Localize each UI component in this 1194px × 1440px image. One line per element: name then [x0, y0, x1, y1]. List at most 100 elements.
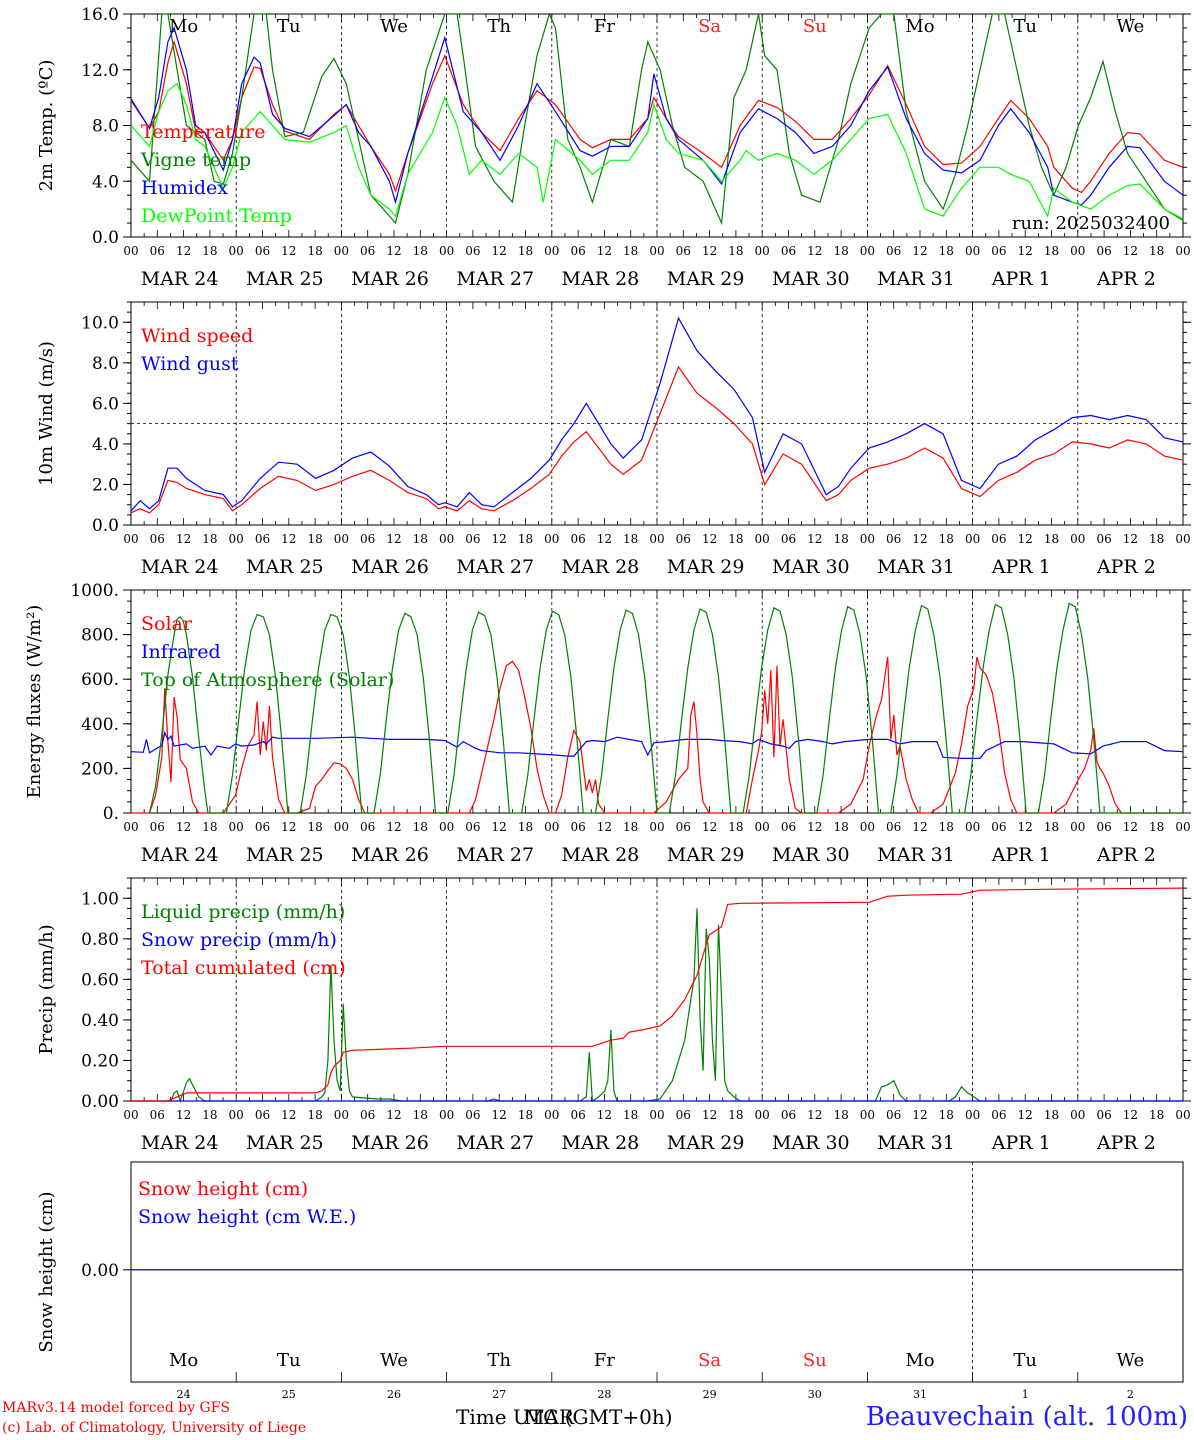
hour-tick-label: 06 [150, 532, 165, 546]
plot-frame [130, 301, 1184, 526]
hour-tick-label: 12 [1018, 532, 1033, 546]
hour-tick-label: 12 [281, 1108, 296, 1122]
day-name-label: We [380, 16, 408, 37]
day-number-label: 28 [597, 1388, 611, 1401]
model-credit: MARv3.14 model forced by GFS [2, 1400, 231, 1416]
hour-tick-label: 18 [833, 1108, 848, 1122]
hour-tick-label: 12 [492, 532, 507, 546]
date-label: MAR 31 [877, 844, 955, 866]
hour-tick-label: 00 [649, 1108, 664, 1122]
hour-tick-label: 18 [518, 820, 533, 834]
series-line-humidex [130, 26, 1184, 206]
date-label: MAR 29 [667, 1132, 745, 1154]
y-axis-label: Snow height (cm) [36, 1191, 57, 1352]
hour-tick-label: 12 [1018, 244, 1033, 258]
series-line-top-of-atmosphere-solar- [148, 602, 1183, 814]
day-number-label: 24 [177, 1388, 191, 1401]
date-label: MAR 28 [562, 268, 640, 290]
hour-tick-label: 18 [307, 820, 322, 834]
hour-tick-label: 00 [334, 1108, 349, 1122]
hour-tick-label: 18 [413, 532, 428, 546]
y-tick-label: 800. [81, 626, 119, 646]
date-label: MAR 27 [456, 844, 534, 866]
legend-entry: Top of Atmosphere (Solar) [141, 669, 394, 691]
y-axis-label: 2m Temp. (ºC) [36, 60, 57, 192]
legend-entry: DewPoint Temp [141, 205, 292, 227]
date-label: APR 1 [991, 268, 1051, 290]
hour-tick-label: 12 [1018, 1108, 1033, 1122]
hour-tick-label: 18 [202, 1108, 217, 1122]
hour-tick-label: 00 [755, 532, 770, 546]
y-tick-label: 16.0 [81, 5, 119, 25]
date-label: APR 2 [1096, 556, 1156, 578]
hour-tick-label: 06 [886, 1108, 901, 1122]
hour-tick-label: 12 [176, 1108, 191, 1122]
hour-tick-label: 06 [676, 1108, 691, 1122]
time-axis-label: Time UTC (GMT+0h) [456, 1405, 673, 1429]
hour-tick-label: 06 [150, 1108, 165, 1122]
series-line-wind-speed [130, 365, 1184, 514]
hour-tick-label: 06 [991, 1108, 1006, 1122]
hour-tick-label: 18 [518, 1108, 533, 1122]
y-axis-label: Energy fluxes (W/m²) [24, 605, 45, 799]
hour-tick-label: 00 [1070, 1108, 1085, 1122]
hour-tick-label: 18 [833, 244, 848, 258]
hour-tick-label: 00 [1070, 820, 1085, 834]
date-label: MAR 30 [772, 1132, 850, 1154]
y-tick-label: 0. [103, 804, 119, 824]
hour-tick-label: 12 [386, 820, 401, 834]
hour-tick-label: 12 [386, 532, 401, 546]
hour-tick-label: 00 [755, 1108, 770, 1122]
y-tick-label: 600. [81, 670, 119, 690]
hour-tick-label: 12 [1123, 820, 1138, 834]
hour-tick-label: 12 [386, 244, 401, 258]
hour-tick-label: 00 [860, 1108, 875, 1122]
hour-tick-label: 00 [439, 820, 454, 834]
time-axis-month-overlay: MAR [524, 1405, 574, 1429]
day-number-label: 27 [492, 1388, 506, 1401]
y-tick-label: 0.40 [81, 1011, 119, 1031]
legend-entry: Infrared [141, 641, 221, 663]
legend-entry: Total cumulated (cm) [141, 957, 346, 979]
date-label: MAR 31 [877, 1132, 955, 1154]
hour-tick-label: 00 [860, 244, 875, 258]
day-name-label: Tu [1013, 1350, 1037, 1371]
hour-tick-label: 00 [755, 244, 770, 258]
hour-tick-label: 12 [912, 244, 927, 258]
hour-tick-label: 12 [597, 532, 612, 546]
hour-tick-label: 00 [965, 1108, 980, 1122]
hour-tick-label: 06 [570, 820, 585, 834]
hour-tick-label: 06 [676, 820, 691, 834]
day-name-label: Mo [169, 1350, 198, 1371]
date-label: MAR 26 [351, 1132, 429, 1154]
hour-tick-label: 06 [991, 532, 1006, 546]
hour-tick-label: 00 [544, 1108, 559, 1122]
hour-tick-label: 12 [807, 244, 822, 258]
date-label: MAR 25 [246, 844, 324, 866]
day-name-label: Su [803, 16, 827, 37]
series-line-dewpoint-temp [130, 82, 1184, 220]
hour-tick-label: 12 [492, 1108, 507, 1122]
hour-tick-label: 18 [1149, 244, 1164, 258]
hour-tick-label: 12 [912, 532, 927, 546]
hour-tick-label: 00 [544, 244, 559, 258]
hour-tick-label: 18 [833, 820, 848, 834]
hour-tick-label: 12 [281, 820, 296, 834]
hour-tick-label: 00 [1175, 532, 1190, 546]
hour-tick-label: 12 [702, 1108, 717, 1122]
hour-tick-label: 12 [597, 244, 612, 258]
hour-tick-label: 12 [1123, 532, 1138, 546]
hour-tick-label: 12 [597, 820, 612, 834]
date-label: MAR 30 [772, 556, 850, 578]
date-label: MAR 26 [351, 268, 429, 290]
hour-tick-label: 06 [781, 820, 796, 834]
legend-entry: Wind gust [141, 353, 239, 375]
day-name-label: Mo [905, 16, 934, 37]
hour-tick-label: 12 [386, 1108, 401, 1122]
hour-tick-label: 18 [728, 244, 743, 258]
y-tick-label: 0.0 [92, 228, 119, 248]
run-annotation: run: 2025032400 [1012, 213, 1170, 234]
hour-tick-label: 18 [202, 244, 217, 258]
hour-tick-label: 18 [307, 244, 322, 258]
hour-tick-label: 18 [518, 244, 533, 258]
